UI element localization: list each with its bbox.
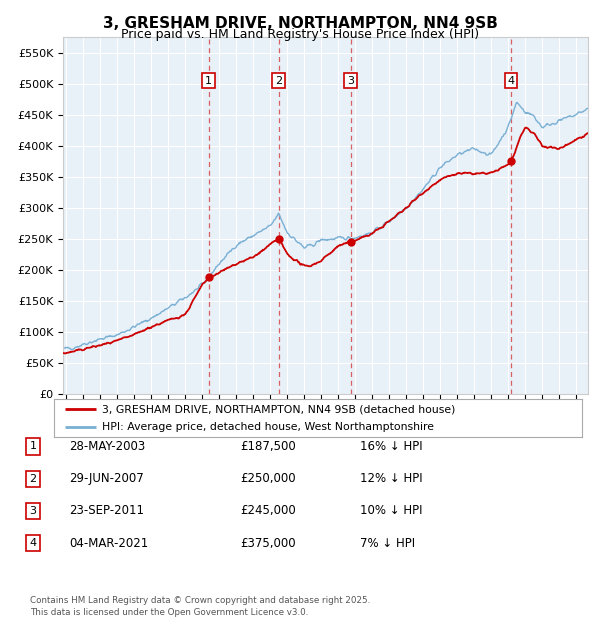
Text: £375,000: £375,000 xyxy=(240,537,296,549)
Text: Price paid vs. HM Land Registry's House Price Index (HPI): Price paid vs. HM Land Registry's House … xyxy=(121,28,479,41)
Text: 3, GRESHAM DRIVE, NORTHAMPTON, NN4 9SB (detached house): 3, GRESHAM DRIVE, NORTHAMPTON, NN4 9SB (… xyxy=(101,404,455,414)
Text: 7% ↓ HPI: 7% ↓ HPI xyxy=(360,537,415,549)
Text: 4: 4 xyxy=(29,538,37,548)
Text: 4: 4 xyxy=(508,76,515,86)
Text: £245,000: £245,000 xyxy=(240,505,296,517)
Text: £187,500: £187,500 xyxy=(240,440,296,453)
Text: 3: 3 xyxy=(29,506,37,516)
Text: 12% ↓ HPI: 12% ↓ HPI xyxy=(360,472,422,485)
Text: 04-MAR-2021: 04-MAR-2021 xyxy=(69,537,148,549)
Text: 10% ↓ HPI: 10% ↓ HPI xyxy=(360,505,422,517)
Text: 2: 2 xyxy=(29,474,37,484)
Text: £250,000: £250,000 xyxy=(240,472,296,485)
Text: 1: 1 xyxy=(205,76,212,86)
Text: Contains HM Land Registry data © Crown copyright and database right 2025.
This d: Contains HM Land Registry data © Crown c… xyxy=(30,596,370,617)
Text: HPI: Average price, detached house, West Northamptonshire: HPI: Average price, detached house, West… xyxy=(101,422,434,432)
Text: 2: 2 xyxy=(275,76,282,86)
Text: 29-JUN-2007: 29-JUN-2007 xyxy=(69,472,144,485)
Text: 3: 3 xyxy=(347,76,354,86)
Text: 28-MAY-2003: 28-MAY-2003 xyxy=(69,440,145,453)
Text: 23-SEP-2011: 23-SEP-2011 xyxy=(69,505,144,517)
Text: 3, GRESHAM DRIVE, NORTHAMPTON, NN4 9SB: 3, GRESHAM DRIVE, NORTHAMPTON, NN4 9SB xyxy=(103,16,497,30)
Text: 16% ↓ HPI: 16% ↓ HPI xyxy=(360,440,422,453)
Text: 1: 1 xyxy=(29,441,37,451)
